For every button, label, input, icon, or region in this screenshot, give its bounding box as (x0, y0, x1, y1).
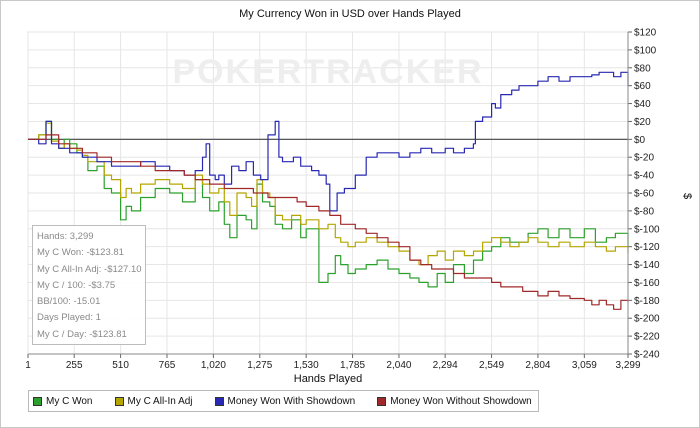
x-tick-label: 1,275 (247, 360, 272, 371)
y-tick-label: $0 (634, 135, 646, 146)
legend-item-without-showdown: Money Won Without Showdown (377, 396, 532, 407)
legend-label: My C All-In Adj (127, 395, 193, 407)
y-tick-label: $-80 (634, 206, 654, 217)
series-line-0 (28, 120, 629, 288)
legend-swatch-green (33, 396, 42, 406)
series-line-3 (28, 134, 629, 310)
y-tick-label: $100 (634, 45, 657, 56)
y-tick-label: $-60 (634, 189, 654, 200)
y-tick-label: $40 (634, 99, 651, 110)
y-tick-label: $-100 (634, 224, 660, 235)
y-tick-label: $-240 (634, 350, 660, 361)
y-tick-label: $80 (634, 63, 651, 74)
series-line-1 (28, 122, 629, 266)
legend-swatch-yellow (114, 396, 124, 406)
x-axis-label: Hands Played (294, 373, 363, 385)
y-tick-label: $-140 (634, 260, 660, 271)
stat-hands: Hands: 3,299 (37, 231, 94, 242)
x-tick-label: 2,549 (479, 360, 504, 371)
x-tick-label: 1,785 (340, 360, 365, 371)
stat-won: My C Won: -$123.81 (37, 247, 124, 259)
x-tick-label: 510 (112, 360, 129, 371)
stats-box: Hands: 3,299 My C Won: -$123.81 My C All… (32, 225, 146, 345)
legend-item-all-in-adj: My C All-In Adj (114, 395, 193, 407)
legend-label: Money Won With Showdown (227, 395, 356, 407)
x-tick-label: 1 (25, 360, 31, 371)
chart-title: My Currency Won in USD over Hands Played (239, 8, 461, 20)
stat-per-day: My C / Day: -$123.81 (37, 328, 127, 340)
watermark-text: POKERTRACKER (172, 53, 483, 91)
y-tick-label: $-220 (634, 332, 660, 343)
x-tick-label: 3,299 (615, 360, 640, 371)
x-tick-label: 2,294 (433, 360, 458, 371)
y-tick-label: $20 (634, 117, 651, 128)
chart-legend: My C Won My C All-In Adj Money Won With … (28, 390, 539, 412)
y-tick-label: $-160 (634, 278, 660, 289)
legend-item-my-c-won: My C Won (33, 396, 93, 407)
legend-swatch-blue (214, 396, 224, 406)
x-tick-label: 255 (66, 360, 83, 371)
x-tick-label: 1,530 (294, 360, 319, 371)
x-tick-label: 765 (159, 360, 176, 371)
x-tick-label: 3,059 (572, 360, 597, 371)
stat-allin-adj: My C All-In Adj: -$127.10 (37, 263, 142, 275)
stat-days-played: Days Played: 1 (37, 312, 101, 324)
legend-swatch-red (377, 396, 387, 406)
stat-per-100: My C / 100: -$3.75 (37, 279, 116, 291)
y-tick-label: $-20 (634, 153, 654, 164)
x-tick-label: 2,804 (525, 360, 550, 371)
stat-bb-100: BB/100: -15.01 (37, 296, 101, 308)
x-tick-label: 1,020 (201, 360, 226, 371)
y-axis-label: $ (681, 193, 693, 199)
y-tick-label: $-40 (634, 171, 654, 182)
series-lines (28, 71, 629, 310)
y-tick-label: $-180 (634, 296, 660, 307)
y-tick-label: $-200 (634, 314, 660, 325)
legend-label: Money Won Without Showdown (390, 395, 532, 407)
y-tick-label: $60 (634, 81, 651, 92)
y-tick-label: $-120 (634, 242, 660, 253)
legend-item-with-showdown: Money Won With Showdown (214, 395, 356, 407)
legend-label: My C Won (46, 395, 93, 407)
axes: $120 $100 $80 $60 $40 $20 $0 $-20 $-40 $-60 $-80 $-… (25, 28, 660, 372)
series-line-2 (28, 71, 629, 212)
x-tick-label: 2,040 (386, 360, 411, 371)
y-tick-label: $120 (634, 28, 657, 39)
